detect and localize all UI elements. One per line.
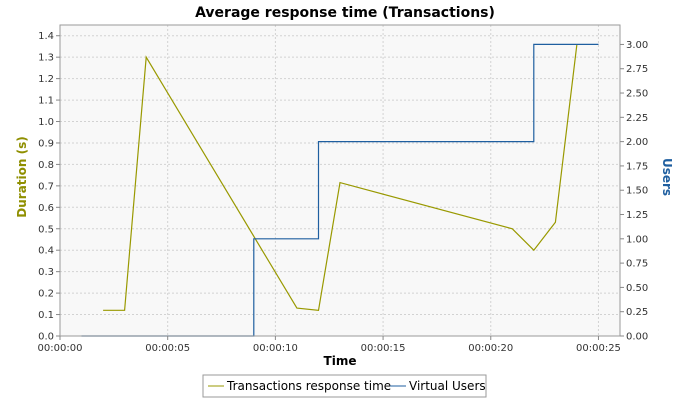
x-tick-label: 00:00:00 (38, 343, 83, 354)
x-tick-label: 00:00:20 (468, 343, 513, 354)
series-line-transactions-response-time (103, 44, 578, 311)
x-axis-title: Time (324, 354, 357, 368)
y-right-tick-label: 1.50 (626, 186, 648, 197)
y-right-tick-label: 0.50 (626, 283, 648, 294)
y-left-tick-label: 0.7 (38, 181, 54, 192)
y-left-tick-label: 1.4 (38, 31, 54, 42)
y-right-tick-label: 1.25 (626, 210, 648, 221)
x-tick-label: 00:00:25 (576, 343, 621, 354)
plot-area (60, 25, 620, 336)
y-right-tick-label: 0.00 (626, 332, 648, 343)
y-left-tick-label: 0.5 (38, 224, 54, 235)
y-right-tick-label: 1.00 (626, 234, 648, 245)
plot-frame (59, 24, 621, 337)
y-right-tick-label: 3.00 (626, 40, 648, 51)
x-tick-label: 00:00:05 (145, 343, 190, 354)
legend-label-transactions: Transactions response time (226, 379, 391, 393)
y-left-tick-label: 0.4 (38, 246, 54, 257)
y-left-tick-label: 0.2 (38, 289, 54, 300)
axes: 0.0 0.1 0.2 0.3 0.4 0.5 0.6 0.7 0.8 0.9 1.0 1.1 1.2 1… (38, 31, 649, 354)
y-axis-left-title: Duration (s) (15, 136, 29, 217)
series-line-virtual-users (81, 43, 599, 337)
x-tick-label: 00:00:10 (253, 343, 298, 354)
legend-box (202, 374, 487, 398)
y-right-tick-label: 0.25 (626, 307, 648, 318)
y-right-tick-label: 2.50 (626, 89, 648, 100)
y-left-tick-label: 0.3 (38, 267, 54, 278)
y-left-tick-label: 0.8 (38, 160, 54, 171)
chart-title: Average response time (Transactions) (195, 5, 495, 21)
y-axis-right-title: Users (660, 158, 674, 196)
y-right-tick-label: 2.75 (626, 64, 648, 75)
y-left-tick-label: 1.0 (38, 117, 54, 128)
x-tick-label: 00:00:15 (361, 343, 406, 354)
y-right-tick-label: 0.75 (626, 259, 648, 270)
legend: Transactions response time Virtual Users (202, 374, 487, 398)
y-left-tick-label: 0.1 (38, 310, 54, 321)
y-left-tick-label: 0.6 (38, 203, 54, 214)
y-right-tick-label: 2.25 (626, 113, 648, 124)
y-left-tick-label: 0.9 (38, 138, 54, 149)
y-left-tick-label: 0.0 (38, 332, 54, 343)
y-right-tick-label: 2.00 (626, 137, 648, 148)
y-left-tick-label: 1.3 (38, 53, 54, 64)
y-right-tick-label: 1.75 (626, 161, 648, 172)
y-left-tick-label: 1.2 (38, 74, 54, 85)
legend-label-virtual-users: Virtual Users (409, 379, 486, 393)
y-left-tick-label: 1.1 (38, 96, 54, 107)
series-layer (81, 43, 599, 337)
